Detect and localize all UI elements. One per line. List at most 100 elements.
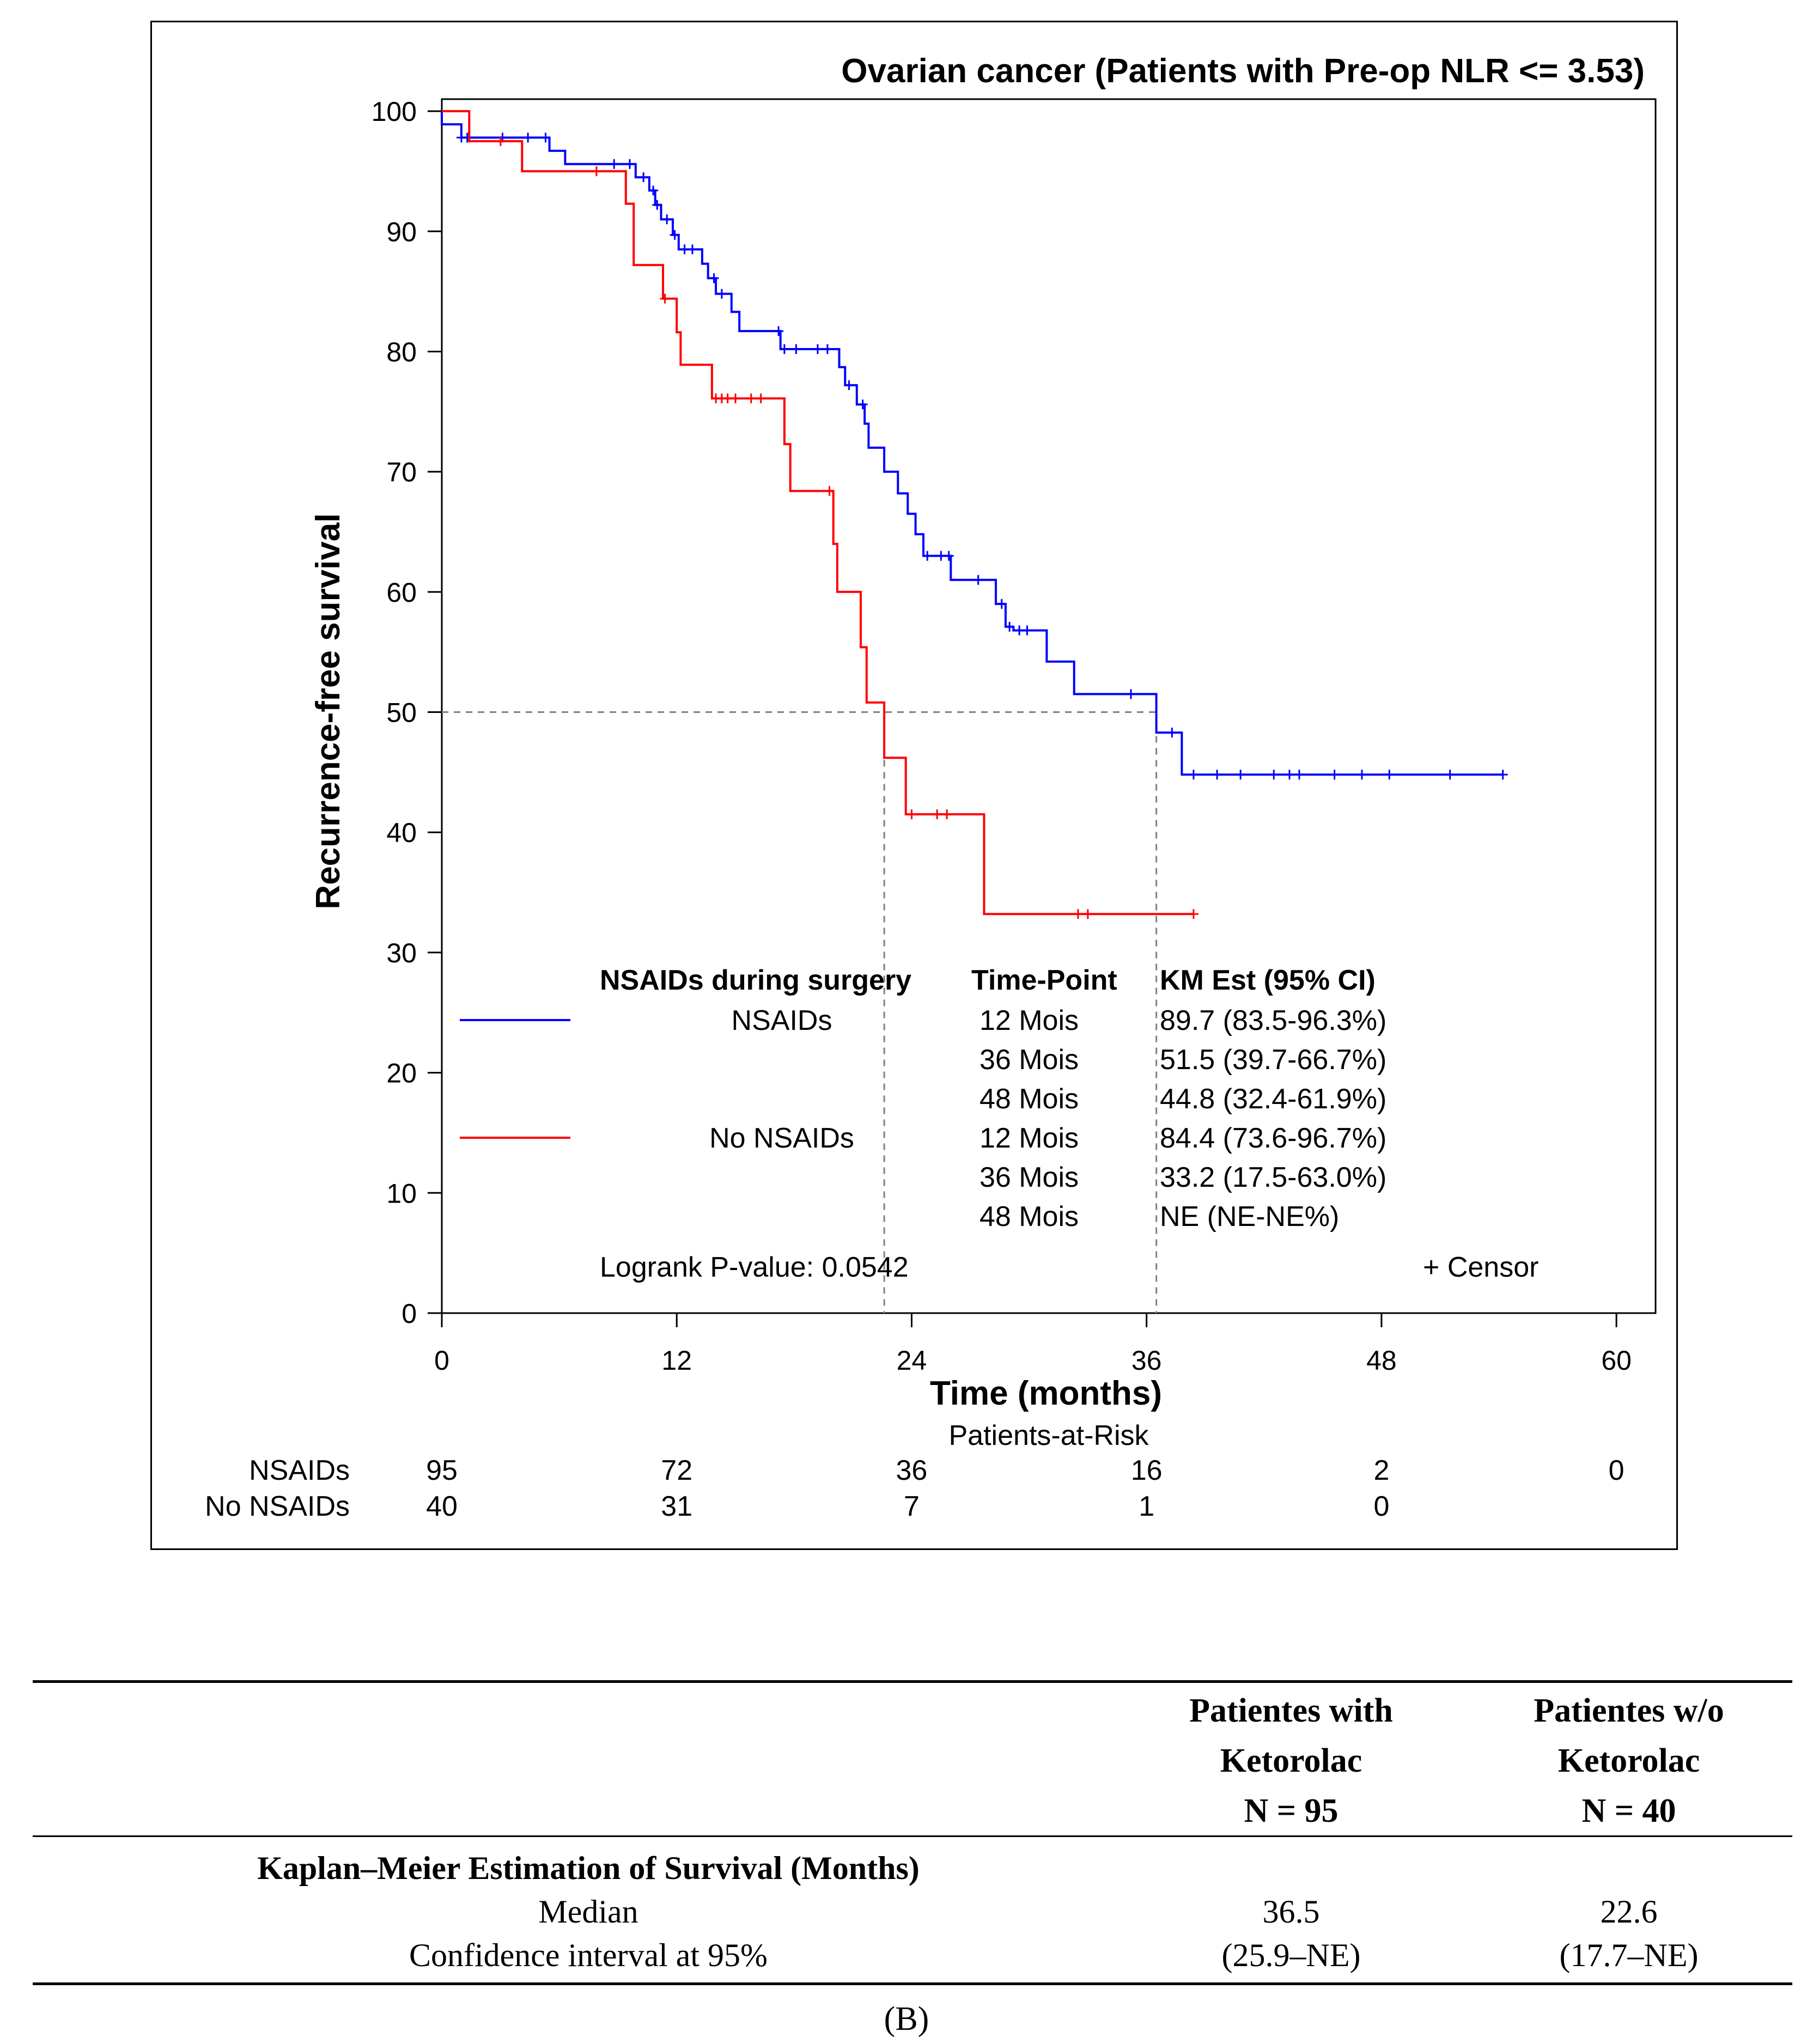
at-risk-count: 0 xyxy=(1609,1455,1625,1486)
at-risk-count: 40 xyxy=(426,1491,458,1522)
legend-time-point: 48 Mois xyxy=(979,1083,1079,1115)
censor-mark xyxy=(932,809,942,820)
censor-mark xyxy=(648,185,659,196)
legend-time-point: 12 Mois xyxy=(979,1005,1079,1036)
x-tick-label: 60 xyxy=(1601,1345,1632,1376)
y-tick-label: 30 xyxy=(386,938,417,968)
legend-header-group: NSAIDs during surgery xyxy=(600,965,911,996)
legend-header-timepoint: Time-Point xyxy=(971,965,1117,996)
median-without-ketorolac: 22.6 xyxy=(1600,1894,1658,1930)
censor-mark xyxy=(774,326,784,336)
legend-time-point: 36 Mois xyxy=(979,1044,1079,1076)
row-label-median: Median xyxy=(538,1894,638,1930)
legend-km-estimate: 89.7 (83.5-96.3%) xyxy=(1160,1005,1386,1036)
at-risk-count: 36 xyxy=(896,1455,928,1486)
y-tick-label: 80 xyxy=(386,337,417,367)
km-chart: Ovarian cancer (Patients with Pre-op NLR… xyxy=(205,52,1657,1522)
y-tick-label: 10 xyxy=(386,1178,417,1209)
table-header-rule xyxy=(33,1835,1792,1837)
logrank-pvalue: Logrank P-value: 0.0542 xyxy=(600,1252,909,1283)
censor-mark xyxy=(709,273,719,283)
x-tick-label: 0 xyxy=(434,1345,449,1376)
x-tick-label: 12 xyxy=(661,1345,692,1376)
censor-mark xyxy=(1356,770,1367,780)
ci-with-ketorolac: (25.9–NE) xyxy=(1221,1937,1361,1973)
at-risk-count: 16 xyxy=(1131,1455,1163,1486)
at-risk-row-label: NSAIDs xyxy=(249,1455,350,1486)
censor-mark xyxy=(996,599,1007,609)
censor-mark xyxy=(844,380,854,391)
y-axis-label: Recurrence-free survival xyxy=(309,513,347,909)
y-tick-label: 0 xyxy=(401,1298,417,1329)
legend-group-label: NSAIDs xyxy=(732,1005,832,1036)
y-tick-label: 50 xyxy=(386,698,417,728)
censor-mark xyxy=(906,809,917,820)
censor-mark xyxy=(1167,728,1177,738)
plot-area: 0 10 20 30 40 50 60 70 80 90 100 0 12 24 36 48 60 xyxy=(372,96,1657,1376)
censor-mark xyxy=(922,551,933,561)
censor-mark xyxy=(462,132,472,143)
censor-mark xyxy=(746,393,756,404)
row-label-ci: Confidence interval at 95% xyxy=(409,1937,768,1973)
censor-mark xyxy=(1188,909,1198,919)
legend-time-point: 12 Mois xyxy=(979,1122,1079,1154)
y-tick-label: 20 xyxy=(386,1058,417,1089)
censor-mark xyxy=(1212,770,1222,780)
figure-frame: Ovarian cancer (Patients with Pre-op NLR… xyxy=(150,21,1678,1550)
censor-mark xyxy=(624,159,635,169)
x-axis-label: Time (months) xyxy=(930,1375,1162,1412)
censor-mark xyxy=(660,294,670,304)
censor-mark xyxy=(1125,689,1136,699)
censor-mark xyxy=(523,132,533,143)
censor-mark xyxy=(942,809,952,820)
legend-km-estimate: NE (NE-NE%) xyxy=(1160,1201,1339,1232)
censor-mark xyxy=(1082,909,1093,919)
x-tick-label: 48 xyxy=(1366,1345,1397,1376)
table-top-rule xyxy=(33,1680,1792,1683)
header-line: N = 95 xyxy=(1244,1792,1339,1829)
censor-mark xyxy=(812,344,823,355)
table-section-title: Kaplan–Meier Estimation of Survival (Mon… xyxy=(257,1850,920,1886)
at-risk-title: Patients-at-Risk xyxy=(949,1420,1149,1451)
censor-mark xyxy=(540,132,551,143)
censor-mark xyxy=(1329,770,1340,780)
km-curve-no-nsaids xyxy=(442,110,1194,916)
at-risk-count: 95 xyxy=(426,1455,458,1486)
at-risk-count: 31 xyxy=(661,1491,692,1522)
at-risk-row-label: No NSAIDs xyxy=(205,1491,350,1522)
censor-mark xyxy=(1236,770,1246,780)
x-tick-label: 36 xyxy=(1131,1345,1162,1376)
ci-without-ketorolac: (17.7–NE) xyxy=(1559,1937,1699,1973)
header-line: Patientes with xyxy=(1189,1692,1393,1729)
censor-mark xyxy=(973,575,983,585)
legend-header-km: KM Est (95% CI) xyxy=(1160,965,1376,996)
censor-mark xyxy=(662,214,672,224)
censor-legend: + Censor xyxy=(1423,1252,1538,1283)
legend-time-point: 36 Mois xyxy=(979,1162,1079,1193)
legend-group-label: No NSAIDs xyxy=(709,1122,854,1154)
censor-mark xyxy=(1498,770,1508,780)
header-line: Patientes w/o xyxy=(1534,1692,1724,1729)
y-tick-label: 40 xyxy=(386,817,417,848)
censor-mark xyxy=(857,399,868,410)
censor-mark xyxy=(1188,770,1198,780)
header-line: Ketorolac xyxy=(1558,1742,1700,1779)
censor-mark xyxy=(779,344,789,355)
legend-km-estimate: 84.4 (73.6-96.7%) xyxy=(1160,1122,1386,1154)
censor-mark xyxy=(1073,909,1083,919)
header-with-ketorolac: Patientes with Ketorolac N = 95 xyxy=(1128,1686,1455,1836)
at-risk-count: 7 xyxy=(904,1491,920,1522)
censor-mark xyxy=(1005,621,1015,632)
censor-mark xyxy=(1269,770,1279,780)
at-risk-count: 72 xyxy=(661,1455,692,1486)
plot-border xyxy=(441,98,1657,1314)
km-curve-nsaids xyxy=(441,111,1503,776)
at-risk-table: NSAIDs 95 72 36 16 2 0 No NSAIDs 40 31 7 1 0 xyxy=(205,1455,1624,1522)
censor-mark xyxy=(495,136,506,147)
at-risk-count: 0 xyxy=(1373,1491,1389,1522)
y-tick-label: 60 xyxy=(386,577,417,608)
median-with-ketorolac: 36.5 xyxy=(1262,1894,1320,1930)
censor-mark xyxy=(756,393,766,404)
header-line: Ketorolac xyxy=(1220,1742,1362,1779)
header-without-ketorolac: Patientes w/o Ketorolac N = 40 xyxy=(1465,1686,1792,1836)
